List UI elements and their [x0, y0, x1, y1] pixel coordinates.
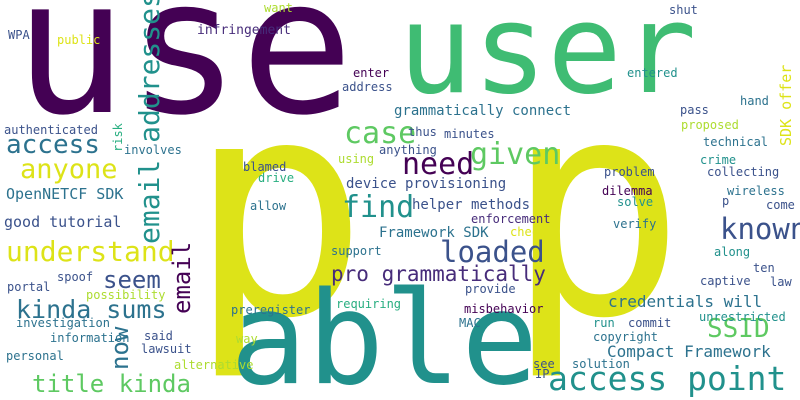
word-public: public: [57, 34, 100, 46]
word-collecting: collecting: [707, 166, 779, 178]
word-check: check: [510, 226, 546, 238]
word-possibility: possibility: [86, 289, 165, 301]
word-compact-framework: Compact Framework: [607, 344, 771, 360]
word-authenticated: authenticated: [4, 124, 98, 136]
word-unrestricted: unrestricted: [699, 311, 786, 323]
word-anyone: anyone: [20, 156, 118, 183]
word-copyright: copyright: [593, 331, 658, 343]
word-provide: provide: [465, 283, 516, 295]
word-law: law: [770, 276, 792, 288]
word-pass: pass: [680, 104, 709, 116]
word-requiring: requiring: [336, 298, 401, 310]
word-thus: thus: [408, 126, 437, 138]
word-using: using: [338, 153, 374, 165]
word-proposed: proposed: [681, 119, 739, 131]
word-solution: solution: [572, 358, 630, 370]
word-minutes: minutes: [444, 128, 495, 140]
word-want: want: [264, 2, 293, 14]
word-hand: hand: [740, 95, 769, 107]
word-ten: ten: [753, 262, 775, 274]
word-way: way: [236, 333, 258, 345]
word-email-addresses: email addresses: [136, 0, 164, 244]
word-shut: shut: [669, 4, 698, 16]
word-verify: verify: [613, 218, 656, 230]
word-risk: risk: [112, 123, 124, 152]
word-captive: captive: [700, 275, 751, 287]
word-entered: entered: [627, 67, 678, 79]
word-run: run: [593, 317, 615, 329]
word-allow: allow: [250, 200, 286, 212]
word-technical: technical: [703, 136, 768, 148]
word-infringement: infringement: [197, 24, 291, 37]
word-user: user: [398, 0, 697, 112]
word-wireless: wireless: [727, 185, 785, 197]
word-address: address: [342, 81, 393, 93]
word-along: along: [714, 246, 750, 258]
word-title-kinda: title kinda: [32, 372, 191, 396]
word-ip: IP: [535, 368, 549, 380]
word-preregister: preregister: [231, 304, 310, 316]
word-said: said: [144, 330, 173, 342]
word-mac: MAC: [459, 317, 481, 329]
word-lawsuit: lawsuit: [141, 343, 192, 355]
word-framework-sdk: Framework SDK: [379, 226, 489, 240]
word-alternative: alternative: [174, 359, 253, 371]
word-known: known: [720, 215, 800, 244]
word-given: given: [470, 140, 560, 170]
word-information: information: [50, 332, 129, 344]
word-enforcement: enforcement: [471, 213, 550, 225]
word-understand: understand: [6, 238, 175, 266]
word-spoof: spoof: [57, 271, 93, 283]
word-p-small: p: [722, 195, 729, 207]
word-good-tutorial: good tutorial: [4, 215, 121, 230]
word-commit: commit: [628, 317, 671, 329]
word-credentials-will: credentials will: [608, 294, 762, 310]
word-problem: problem: [604, 166, 655, 178]
word-grammatically-connect: grammatically connect: [394, 104, 571, 118]
word-find: find: [342, 193, 414, 223]
word-investigation: investigation: [16, 317, 110, 329]
word-email: email: [170, 242, 194, 314]
word-support: support: [331, 245, 382, 257]
word-portal: portal: [7, 281, 50, 293]
word-enter: enter: [353, 67, 389, 79]
word-solve: solve: [617, 196, 653, 208]
word-sdk-offer: SDK offer: [779, 65, 794, 146]
word-device-provisioning: device provisioning: [346, 177, 506, 191]
word-opennetcf-sdk: OpenNETCF SDK: [6, 187, 123, 202]
word-anything: anything: [379, 144, 437, 156]
word-drive: drive: [258, 172, 294, 184]
word-come: come: [766, 199, 795, 211]
word-helper-methods: helper methods: [412, 198, 530, 212]
word-involves: involves: [124, 144, 182, 156]
word-personal: personal: [6, 350, 64, 362]
word-misbehavior: misbehavior: [464, 303, 543, 315]
word-wpa: WPA: [8, 29, 30, 41]
